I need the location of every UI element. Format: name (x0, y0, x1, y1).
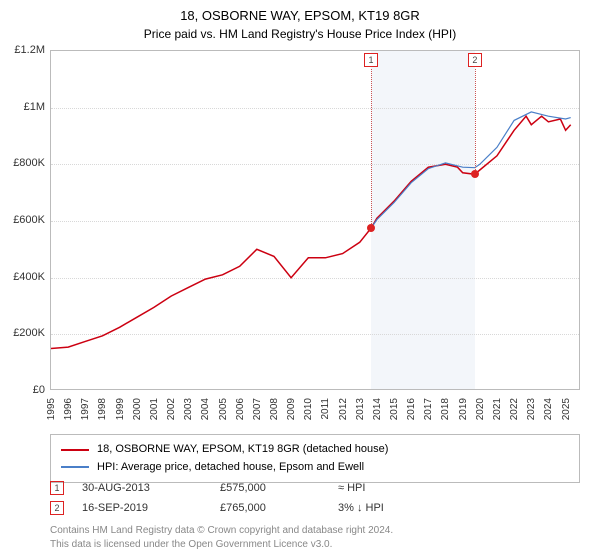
x-tick-label: 1999 (115, 398, 126, 438)
legend-item: 18, OSBORNE WAY, EPSOM, KT19 8GR (detach… (61, 441, 569, 459)
sale-marker-box: 2 (468, 53, 482, 67)
chart-lines-svg (51, 51, 581, 391)
x-tick-label: 2004 (200, 398, 211, 438)
x-tick-label: 2005 (218, 398, 229, 438)
x-tick-label: 2001 (149, 398, 160, 438)
x-tick-label: 2023 (526, 398, 537, 438)
y-tick-label: £0 (0, 384, 45, 396)
x-tick-label: 2016 (406, 398, 417, 438)
x-tick-label: 2002 (166, 398, 177, 438)
chart-title-address: 18, OSBORNE WAY, EPSOM, KT19 8GR (0, 0, 600, 23)
x-tick-label: 2010 (303, 398, 314, 438)
x-tick-label: 2009 (286, 398, 297, 438)
y-tick-label: £200K (0, 327, 45, 339)
sales-row: 1 30-AUG-2013 £575,000 ≈ HPI (50, 478, 580, 498)
legend-item: HPI: Average price, detached house, Epso… (61, 459, 569, 477)
sale-delta: ≈ HPI (338, 482, 438, 494)
x-tick-label: 1996 (63, 398, 74, 438)
y-tick-label: £400K (0, 271, 45, 283)
sale-dot (471, 170, 479, 178)
sales-table: 1 30-AUG-2013 £575,000 ≈ HPI 2 16-SEP-20… (50, 478, 580, 518)
sales-row: 2 16-SEP-2019 £765,000 3% ↓ HPI (50, 498, 580, 518)
x-tick-label: 2015 (389, 398, 400, 438)
sale-marker-icon: 1 (50, 481, 64, 495)
x-tick-label: 2006 (235, 398, 246, 438)
footer-attribution: Contains HM Land Registry data © Crown c… (50, 524, 580, 551)
y-tick-label: £800K (0, 157, 45, 169)
legend-label: HPI: Average price, detached house, Epso… (97, 459, 364, 477)
legend-swatch (61, 466, 89, 468)
x-tick-label: 2018 (440, 398, 451, 438)
legend-label: 18, OSBORNE WAY, EPSOM, KT19 8GR (detach… (97, 441, 388, 459)
series-hpi (371, 112, 571, 228)
y-tick-label: £600K (0, 214, 45, 226)
x-tick-label: 1998 (97, 398, 108, 438)
x-tick-label: 2011 (320, 398, 331, 438)
sale-dot (367, 224, 375, 232)
plot-area: 12 (50, 50, 580, 390)
chart-container: 18, OSBORNE WAY, EPSOM, KT19 8GR Price p… (0, 0, 600, 560)
legend: 18, OSBORNE WAY, EPSOM, KT19 8GR (detach… (50, 434, 580, 483)
x-tick-label: 2003 (183, 398, 194, 438)
x-tick-label: 2000 (132, 398, 143, 438)
x-tick-label: 2021 (492, 398, 503, 438)
sale-date: 30-AUG-2013 (82, 482, 202, 494)
legend-swatch (61, 449, 89, 451)
sale-date: 16-SEP-2019 (82, 502, 202, 514)
x-tick-label: 2008 (269, 398, 280, 438)
sale-delta: 3% ↓ HPI (338, 502, 438, 514)
y-tick-label: £1M (0, 101, 45, 113)
x-tick-label: 1995 (46, 398, 57, 438)
y-tick-label: £1.2M (0, 44, 45, 56)
x-tick-label: 2007 (252, 398, 263, 438)
x-axis-ticks: 1995199619971998199920002001200220032004… (50, 394, 580, 434)
sale-marker-box: 1 (364, 53, 378, 67)
x-tick-label: 2022 (509, 398, 520, 438)
x-tick-label: 2014 (372, 398, 383, 438)
x-tick-label: 2020 (475, 398, 486, 438)
x-tick-label: 2017 (423, 398, 434, 438)
footer-line: Contains HM Land Registry data © Crown c… (50, 524, 580, 538)
chart-subtitle: Price paid vs. HM Land Registry's House … (0, 23, 600, 47)
chart-plot-wrap: 12 £0£200K£400K£600K£800K£1M£1.2M (50, 50, 580, 390)
x-tick-label: 2024 (543, 398, 554, 438)
footer-line: This data is licensed under the Open Gov… (50, 538, 580, 552)
x-tick-label: 2012 (338, 398, 349, 438)
x-tick-label: 2013 (355, 398, 366, 438)
x-tick-label: 2025 (561, 398, 572, 438)
sale-price: £765,000 (220, 502, 320, 514)
sale-marker-icon: 2 (50, 501, 64, 515)
sale-price: £575,000 (220, 482, 320, 494)
x-tick-label: 2019 (458, 398, 469, 438)
x-tick-label: 1997 (80, 398, 91, 438)
